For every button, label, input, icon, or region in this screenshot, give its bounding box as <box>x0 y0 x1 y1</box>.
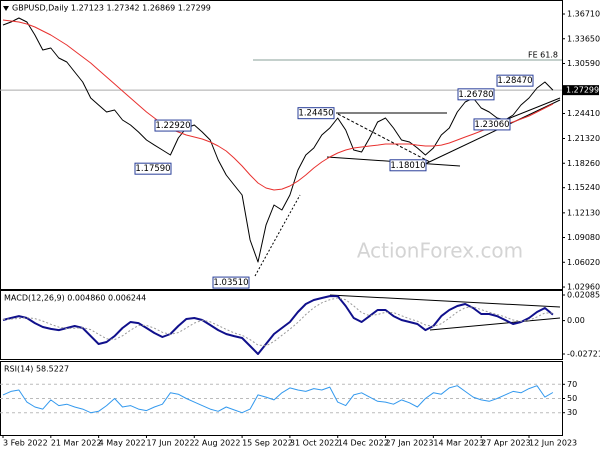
y-tick-label: 0.00 <box>567 316 585 325</box>
x-tick-label: 14 Dec 2022 <box>338 439 389 448</box>
x-tick-label: 17 Jun 2022 <box>146 439 194 448</box>
x-tick-label: 27 Apr 2023 <box>481 439 530 448</box>
y-tick-label: 1.15240 <box>567 183 600 192</box>
x-tick-label: 15 Sep 2022 <box>242 439 293 448</box>
y-tick-label: 0.020858 <box>567 291 600 300</box>
level-label: FE 61.8 <box>528 51 558 60</box>
series-line <box>2 19 554 191</box>
x-tick-label: 14 Mar 2023 <box>433 439 484 448</box>
y-tick-label: 30 <box>567 408 577 417</box>
trend-line <box>337 113 431 163</box>
panel-frame <box>0 290 563 360</box>
trend-line <box>429 317 561 331</box>
panel-title: MACD(12,26,9) 0.004860 0.006244 <box>4 294 146 303</box>
annotation-box <box>297 107 335 120</box>
x-tick-label: 27 Jan 2023 <box>386 439 434 448</box>
trend-line <box>254 194 301 277</box>
x-tick-label: 2 Aug 2022 <box>194 439 240 448</box>
y-tick-label: 50 <box>567 394 577 403</box>
annotation-label: 1.26780 <box>458 90 493 100</box>
annotation-label: 1.28470 <box>497 76 532 86</box>
annotation-box <box>473 118 511 131</box>
series-line <box>2 295 554 355</box>
annotation-label: 1.17590 <box>135 164 170 174</box>
y-tick-label: 1.21320 <box>567 134 600 143</box>
y-tick-label: 1.33650 <box>567 34 600 43</box>
annotation-label: 1.24450 <box>298 109 333 119</box>
annotation-label: 1.03510 <box>213 278 248 288</box>
trend-lines <box>254 97 561 331</box>
current-price-box <box>563 85 599 96</box>
y-tick-label: 1.36710 <box>567 10 600 19</box>
annotation-box <box>496 74 534 87</box>
x-tick-label: 21 Mar 2022 <box>51 439 102 448</box>
series-line <box>2 17 554 263</box>
x-tick-label: 4 May 2022 <box>99 439 146 448</box>
annotation-label: 1.18010 <box>390 161 425 171</box>
y-tick-label: 1.06020 <box>567 258 600 267</box>
y-tick-label: 1.18260 <box>567 159 600 168</box>
y-tick-label: 1.12130 <box>567 208 600 217</box>
annotation-box <box>389 159 427 172</box>
trend-line <box>424 99 561 165</box>
annotation-box <box>457 88 495 101</box>
y-tick-label: 1.30590 <box>567 59 600 68</box>
annotation-label: 1.23060 <box>474 120 509 130</box>
y-tick-label: 70 <box>567 380 577 389</box>
panel-title: RSI(14) 58.5227 <box>4 365 69 374</box>
series-line <box>2 385 554 414</box>
series-line <box>2 297 553 347</box>
current-price-label: 1.27299 <box>566 86 599 95</box>
x-tick-label: 3 Feb 2022 <box>3 439 48 448</box>
trend-line <box>329 294 561 308</box>
x-tick-label: 31 Oct 2022 <box>290 439 339 448</box>
watermark: ActionForex.com <box>357 239 523 263</box>
x-tick-label: 12 Jun 2023 <box>529 439 577 448</box>
annotation-box <box>134 162 172 175</box>
annotation-label: 1.22920 <box>155 121 190 131</box>
panel-title: GBPUSD,Daily 1.27123 1.27342 1.26869 1.2… <box>12 4 211 13</box>
panel-frame <box>0 0 563 290</box>
y-tick-label: -0.027213 <box>567 349 600 358</box>
trend-line <box>504 97 561 121</box>
y-tick-label: 1.02960 <box>567 283 600 292</box>
y-tick-label: 1.24410 <box>567 109 600 118</box>
header-icon <box>3 6 9 11</box>
annotation-box <box>212 276 250 289</box>
annotation-box <box>154 119 192 132</box>
y-tick-label: 1.09080 <box>567 233 600 242</box>
